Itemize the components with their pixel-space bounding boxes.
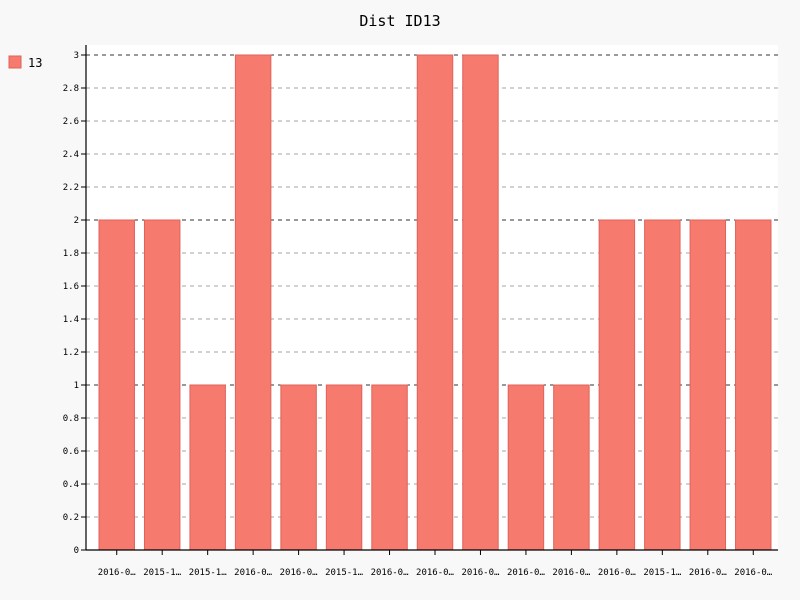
y-tick-label: 1 [74,381,79,391]
y-tick-label: 1.4 [63,315,79,325]
bar[interactable] [507,384,545,551]
bar[interactable] [325,384,363,551]
x-tick-label: 2016-0… [552,568,591,578]
x-tick-label: 2016-0… [234,568,273,578]
y-tick-label: 0.8 [63,414,79,424]
x-tick-label: 2016-0… [598,568,637,578]
y-tick-label: 2.6 [63,117,79,127]
bar[interactable] [98,219,135,551]
bar[interactable] [280,384,317,551]
bar[interactable] [644,219,681,551]
y-tick-label: 1.8 [63,249,79,259]
bar[interactable] [371,384,408,551]
x-tick-label: 2016-0… [371,568,410,578]
bar[interactable] [234,54,272,551]
y-tick-label: 0.2 [63,513,79,523]
y-tick-label: 0 [74,546,79,556]
x-tick-label: 2016-0… [280,568,319,578]
bar[interactable] [416,54,454,551]
bar[interactable] [143,219,181,551]
y-tick-label: 2.4 [63,150,79,160]
x-tick-label: 2016-0… [689,568,728,578]
y-tick-label: 1.2 [63,348,79,358]
bar[interactable] [462,54,499,551]
x-tick-label: 2016-0… [98,568,137,578]
legend-swatch [8,55,22,69]
y-tick-label: 2.2 [63,183,79,193]
y-tick-label: 1.6 [63,282,79,292]
x-tick-label: 2015-1… [325,568,364,578]
legend[interactable]: 13 [8,55,42,70]
bar[interactable] [598,219,636,551]
bar[interactable] [189,384,226,551]
y-tick-label: 0.6 [63,447,79,457]
bar[interactable] [553,384,590,551]
x-tick-label: 2015-1… [643,568,682,578]
x-tick-label: 2016-0… [461,568,500,578]
x-tick-label: 2016-0… [416,568,455,578]
bar[interactable] [735,219,772,551]
legend-label: 13 [28,56,42,70]
bar[interactable] [689,219,727,551]
x-tick-label: 2015-1… [189,568,228,578]
x-tick-label: 2015-1… [143,568,182,578]
y-tick-label: 0.4 [63,480,79,490]
y-tick-label: 2 [74,216,79,226]
y-tick-label: 3 [74,51,79,61]
chart-title: Dist ID13 [359,12,440,30]
x-tick-label: 2016-0… [734,568,773,578]
x-tick-labels: 2016-0… 2015-1… 2015-1… 2016-0… 2016-0… 2015-… [98,550,773,578]
bars [98,54,772,551]
x-tick-label: 2016-0… [507,568,546,578]
y-tick-label: 2.8 [63,84,79,94]
y-tick-labels: 0 0.2 0.4 0.6 0.8 1 1.2 1.4 1.6 1.8 2 2.2 2.4 2.6 2.8 3 [63,51,86,556]
